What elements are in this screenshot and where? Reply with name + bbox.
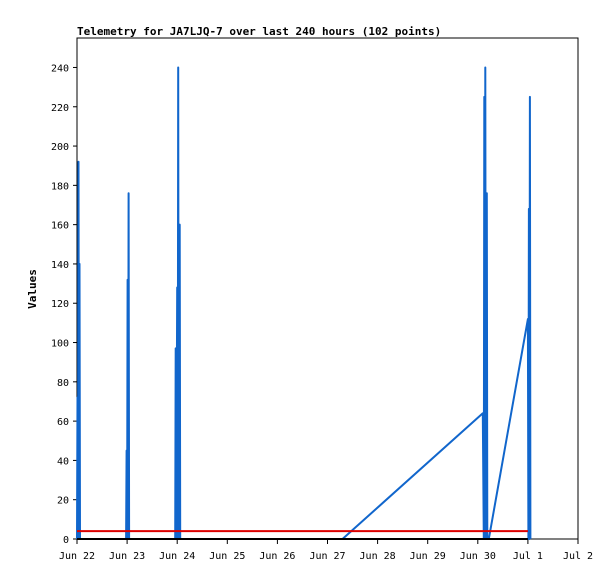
series-layer bbox=[76, 66, 532, 540]
y-tick-label-40: 40 bbox=[57, 456, 69, 467]
y-axis-ticks: 0 20 40 60 80 100 120 140 160 180 200 220 240 bbox=[51, 63, 77, 546]
x-tick-label-2: Jun 24 bbox=[159, 551, 195, 562]
x-tick-label-5: Jun 27 bbox=[309, 551, 345, 562]
y-tick-label-200: 200 bbox=[51, 142, 69, 153]
y-tick-label-140: 140 bbox=[51, 260, 69, 271]
x-tick-label-6: Jun 28 bbox=[360, 551, 396, 562]
y-tick-label-20: 20 bbox=[57, 496, 69, 507]
y-tick-label-220: 220 bbox=[51, 103, 69, 114]
x-tick-label-7: Jun 29 bbox=[410, 551, 446, 562]
y-tick-label-60: 60 bbox=[57, 417, 69, 428]
y-axis-label: Values bbox=[26, 269, 39, 309]
x-tick-label-0: Jun 22 bbox=[59, 551, 95, 562]
y-tick-label-240: 240 bbox=[51, 63, 69, 74]
x-tick-label-4: Jun 26 bbox=[259, 551, 295, 562]
x-tick-label-8: Jun 30 bbox=[460, 551, 496, 562]
series-line-0 bbox=[76, 66, 532, 540]
y-tick-label-160: 160 bbox=[51, 221, 69, 232]
x-tick-label-1: Jun 23 bbox=[109, 551, 145, 562]
y-tick-label-80: 80 bbox=[57, 378, 69, 389]
x-tick-label-10: Jul 2 bbox=[563, 551, 593, 562]
y-tick-label-100: 100 bbox=[51, 339, 69, 350]
x-axis-ticks: Jun 22 Jun 23 Jun 24 Jun 25 Jun 26 Jun 27 Jun … bbox=[59, 539, 593, 562]
y-tick-label-120: 120 bbox=[51, 299, 69, 310]
y-tick-label-0: 0 bbox=[63, 535, 69, 546]
y-tick-label-180: 180 bbox=[51, 181, 69, 192]
x-tick-label-9: Jul 1 bbox=[513, 551, 543, 562]
chart-title: Telemetry for JA7LJQ-7 over last 240 hou… bbox=[77, 25, 441, 38]
x-tick-label-3: Jun 25 bbox=[209, 551, 245, 562]
